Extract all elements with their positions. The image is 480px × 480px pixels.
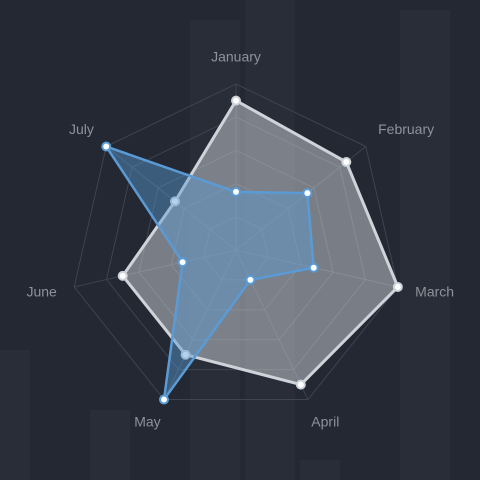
data-point [302,188,313,199]
axis-label-april: April [311,414,339,430]
data-point [231,186,241,197]
axis-label-may: May [134,414,160,430]
radar-series [101,95,403,405]
grid-ring [73,83,399,401]
series-area [121,99,400,387]
series-area [104,145,315,401]
axis-labels: January February March April May June July [26,49,454,430]
data-point [170,196,181,207]
axis-label-january: January [211,49,261,65]
data-point [341,157,352,168]
data-point [392,281,403,292]
data-point [308,262,319,273]
background-bar [400,10,450,480]
series-1 [117,95,403,390]
data-point [180,349,191,360]
axis-label-june: June [26,283,57,299]
series-2 [101,141,319,405]
data-point [295,379,306,390]
background-bar [300,460,340,480]
data-point [245,274,256,285]
background-bar [90,410,130,480]
axis-label-july: July [69,121,94,137]
data-point [101,141,112,152]
data-point [158,394,169,405]
data-point [177,257,188,268]
axis-label-march: March [415,283,454,299]
data-point [117,270,128,281]
axis-label-february: February [378,121,434,137]
data-point [231,95,241,106]
background-bar [0,350,30,480]
